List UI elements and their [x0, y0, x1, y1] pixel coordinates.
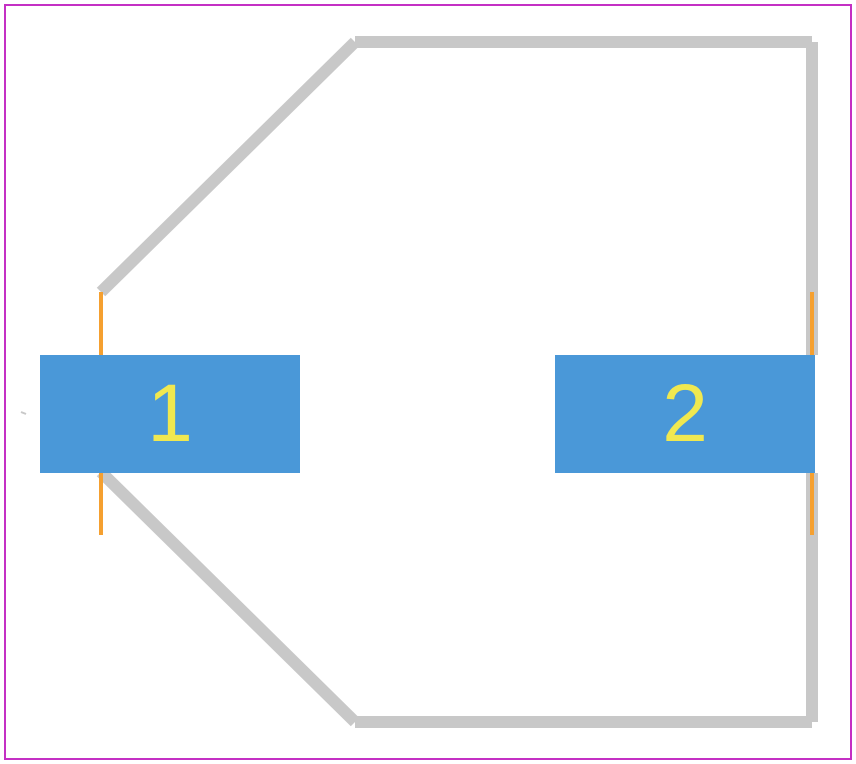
pad-2: 2: [555, 355, 815, 473]
outline-path-leftlower: [101, 472, 355, 722]
diagram-canvas: 1 2: [0, 0, 856, 764]
tick-mark-left: [21, 412, 26, 414]
outline-path-leftupper: [101, 42, 355, 292]
pad-1: 1: [40, 355, 300, 473]
misc-marks-group: [21, 412, 26, 414]
pad-1-label: 1: [147, 373, 193, 455]
pad-2-label: 2: [662, 373, 708, 455]
